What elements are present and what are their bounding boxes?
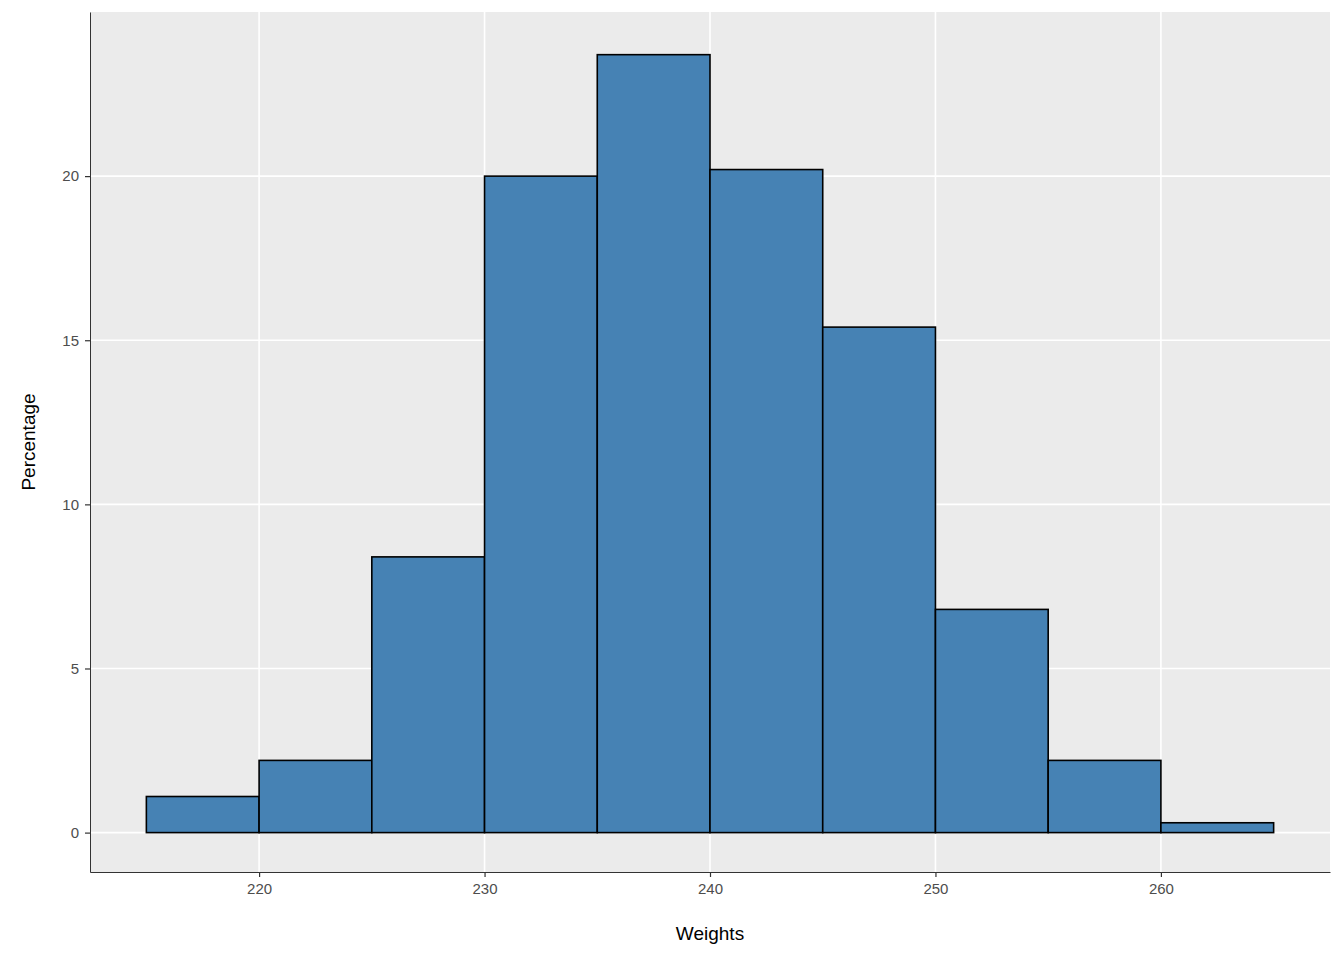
x-tick-label: 220 xyxy=(247,880,272,897)
x-tick-mark xyxy=(710,872,711,877)
y-tick-mark xyxy=(85,668,90,669)
x-axis: 220 230 240 250 260 xyxy=(91,872,1331,897)
y-axis-title: Percentage xyxy=(18,393,39,490)
y-tick-label: 10 xyxy=(62,496,79,513)
grid-line-x xyxy=(258,12,260,872)
histogram-bar xyxy=(372,557,485,833)
histogram-bar xyxy=(597,55,710,833)
x-tick: 240 xyxy=(698,872,723,897)
x-tick-label: 230 xyxy=(473,880,498,897)
y-tick: 10 xyxy=(62,496,90,513)
x-tick: 260 xyxy=(1149,872,1174,897)
histogram-bar xyxy=(1161,823,1274,833)
y-tick: 5 xyxy=(71,660,90,677)
x-tick-mark xyxy=(1161,872,1162,877)
x-axis-title: Weights xyxy=(676,923,744,944)
x-tick: 250 xyxy=(923,872,948,897)
y-tick-label: 0 xyxy=(71,824,79,841)
grid-line-x xyxy=(1160,12,1162,872)
histogram-bar xyxy=(485,176,598,832)
histogram-bar xyxy=(1048,760,1161,832)
x-tick-label: 240 xyxy=(698,880,723,897)
chart: 220 230 240 250 260 0 5 10 15 20 Weights Percentage xyxy=(0,0,1344,960)
x-tick: 220 xyxy=(247,872,272,897)
x-tick-mark xyxy=(484,872,485,877)
y-tick-label: 5 xyxy=(71,660,79,677)
y-tick-mark xyxy=(85,340,90,341)
y-tick-mark xyxy=(85,833,90,834)
bars xyxy=(146,55,1273,833)
x-tick-label: 260 xyxy=(1149,880,1174,897)
histogram-bar xyxy=(146,797,259,833)
histogram-bar xyxy=(710,170,823,833)
histogram-bar xyxy=(823,327,936,832)
grid xyxy=(90,12,1330,872)
y-tick: 0 xyxy=(71,824,90,841)
x-tick-mark xyxy=(935,872,936,877)
x-tick-mark xyxy=(259,872,260,877)
plot-background xyxy=(90,12,1330,872)
y-axis: 0 5 10 15 20 xyxy=(62,13,90,873)
y-axis-line xyxy=(90,13,91,873)
y-tick-label: 15 xyxy=(62,332,79,349)
histogram-bar xyxy=(259,760,372,832)
y-tick-mark xyxy=(85,504,90,505)
y-tick: 20 xyxy=(62,167,90,184)
y-tick-label: 20 xyxy=(62,167,79,184)
x-tick: 230 xyxy=(473,872,498,897)
y-tick-mark xyxy=(85,176,90,177)
x-tick-label: 250 xyxy=(923,880,948,897)
y-tick: 15 xyxy=(62,332,90,349)
histogram-bar xyxy=(935,609,1048,832)
